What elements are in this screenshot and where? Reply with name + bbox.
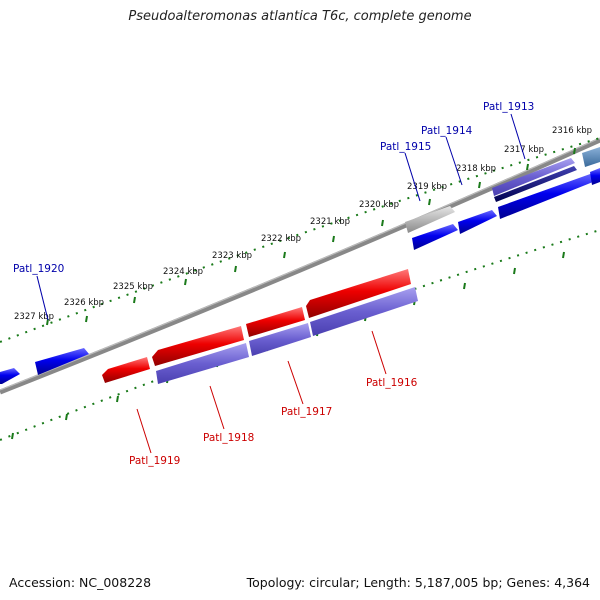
accession-text: Accession: NC_008228 <box>9 575 152 590</box>
tick-label: 2317 kbp <box>504 145 544 155</box>
gene-feature[interactable] <box>35 348 89 375</box>
tick-label: 2321 kbp <box>310 217 350 227</box>
forward-major-ticks <box>46 147 576 326</box>
gene-feature[interactable] <box>306 269 411 318</box>
gene-feature[interactable] <box>0 368 20 384</box>
tick-label: 2326 kbp <box>64 298 104 308</box>
gene-feature[interactable] <box>498 173 598 219</box>
forward-genes <box>0 147 600 384</box>
gene-feature[interactable] <box>405 206 455 233</box>
gene-feature[interactable] <box>590 168 600 185</box>
reverse-gene-labels: Patl_1916 Patl_1917 Patl_1918 Patl_1919 <box>129 377 418 467</box>
gene-label[interactable]: Patl_1920 <box>13 263 64 275</box>
tick-label: 2322 kbp <box>261 234 301 244</box>
gene-feature[interactable] <box>492 158 575 196</box>
tick-label: 2316 kbp <box>552 126 592 136</box>
genome-summary-text: Topology: circular; Length: 5,187,005 bp… <box>246 575 590 590</box>
cds-feature[interactable] <box>156 343 249 384</box>
tick-label: 2318 kbp <box>456 164 496 174</box>
forward-gene-labels: Patl_1913 Patl_1914 Patl_1915 Patl_1920 <box>13 101 534 275</box>
gene-label[interactable]: Patl_1917 <box>281 406 332 418</box>
map-title: Pseudoalteromonas atlantica T6c, complet… <box>128 9 472 24</box>
tick-label: 2327 kbp <box>14 312 54 322</box>
gene-feature[interactable] <box>412 224 458 250</box>
cds-lane <box>156 287 418 384</box>
gene-feature[interactable] <box>582 147 600 167</box>
gene-label[interactable]: Patl_1918 <box>203 432 254 444</box>
gene-label[interactable]: Patl_1915 <box>380 141 431 153</box>
tick-label: 2325 kbp <box>113 282 153 292</box>
forward-label-leaders <box>36 113 526 321</box>
gene-feature[interactable] <box>102 357 150 383</box>
tick-label: 2319 kbp <box>407 182 447 192</box>
reverse-genes <box>102 269 411 383</box>
gene-feature[interactable] <box>246 307 305 337</box>
cds-feature[interactable] <box>249 323 311 356</box>
tick-label: 2323 kbp <box>212 251 252 261</box>
reverse-label-leaders <box>136 330 387 454</box>
kbp-scale: 2316 kbp 2317 kbp 2318 kbp 2319 kbp 2320… <box>14 126 592 322</box>
cds-feature[interactable] <box>310 287 418 336</box>
tick-label: 2324 kbp <box>163 267 203 277</box>
gene-label[interactable]: Patl_1919 <box>129 455 180 467</box>
tick-label: 2320 kbp <box>359 200 399 210</box>
genome-backbone <box>0 137 600 395</box>
forward-tick-track <box>0 137 600 343</box>
gene-label[interactable]: Patl_1916 <box>366 377 418 389</box>
gene-feature[interactable] <box>494 166 577 202</box>
gene-feature[interactable] <box>458 210 497 234</box>
gene-label[interactable]: Patl_1914 <box>421 125 473 137</box>
gene-label[interactable]: Patl_1913 <box>483 101 534 113</box>
gene-feature[interactable] <box>152 326 244 366</box>
